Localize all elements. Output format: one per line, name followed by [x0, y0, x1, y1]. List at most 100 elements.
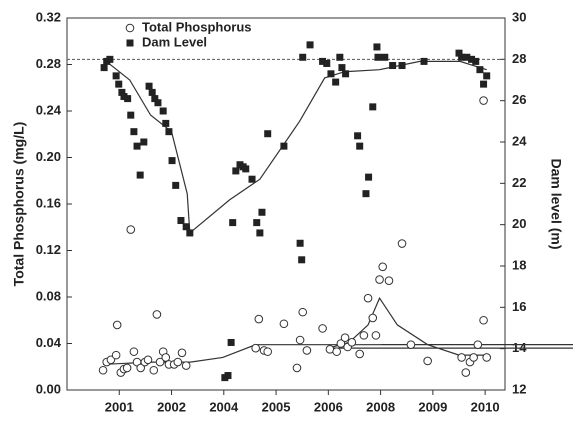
y-tick-label: 0.32	[36, 9, 61, 24]
dam-level-point	[299, 53, 307, 61]
phosphorus-point	[371, 331, 381, 340]
dam-level-point	[463, 53, 471, 61]
y2-axis-label: Dam level (m)	[548, 158, 564, 249]
dam-level-point	[258, 208, 266, 216]
dam-level-point	[483, 72, 491, 80]
dam-level-point	[224, 372, 232, 380]
phosphorus-point	[295, 335, 305, 345]
y-tick-label: 0.24	[36, 102, 62, 117]
dam-level-point	[100, 64, 108, 72]
phosphorus-point	[149, 365, 159, 375]
phosphorus-point	[111, 350, 121, 360]
dam-level-point	[130, 128, 138, 136]
dam-level-point	[248, 175, 256, 183]
dam-level-point	[369, 103, 377, 111]
phosphorus-point	[106, 355, 116, 365]
dam-level-point	[342, 70, 350, 78]
dam-level-point	[398, 62, 406, 70]
phosphorus-point	[318, 324, 327, 333]
dam-level-point	[162, 119, 170, 127]
dam-level-point	[140, 138, 148, 146]
phosphorus-point	[161, 353, 171, 362]
phosphorus-point	[461, 368, 471, 377]
phosphorus-point	[126, 225, 136, 234]
x-tick-label: 2002	[157, 399, 186, 414]
dam-level-point	[151, 95, 159, 103]
phosphorus-point	[177, 348, 187, 358]
phosphorus-point	[469, 353, 478, 362]
x-tick-label: 2004	[209, 399, 239, 414]
dam-level-point	[264, 130, 272, 138]
dam-level-point	[373, 43, 381, 51]
legend-marker	[126, 39, 134, 47]
y-tick-label: 0.00	[36, 381, 61, 396]
dam-level-point	[242, 165, 250, 173]
y-tick-label: 0.16	[36, 195, 61, 210]
dam-level-point	[256, 229, 264, 237]
legend-marker	[125, 23, 135, 33]
phosphorus-point	[384, 276, 394, 286]
phosphorus-point	[482, 353, 492, 362]
dam-level-point	[124, 95, 132, 103]
dam-level-point	[253, 219, 261, 227]
trend-line	[103, 58, 487, 235]
phosphorus-point	[423, 356, 432, 366]
phosphorus-point	[457, 353, 466, 362]
dam-level-point	[133, 142, 141, 150]
phosphorus-point	[368, 313, 378, 323]
dam-level-point	[356, 142, 364, 150]
phosphorus-point	[263, 347, 273, 356]
dam-level-point	[118, 88, 126, 96]
dam-level-point	[298, 256, 306, 264]
dam-level-point	[468, 55, 476, 63]
phosphorus-point	[479, 96, 488, 105]
dam-level-point	[127, 111, 135, 119]
y-tick-label: 0.20	[36, 149, 61, 164]
y-tick-label: 0.28	[36, 56, 61, 71]
phosphorus-point	[181, 361, 191, 370]
dam-level-point	[480, 80, 488, 88]
phosphorus-point	[98, 365, 108, 375]
dam-level-point	[145, 82, 153, 90]
phosphorus-point	[347, 338, 357, 347]
dam-level-point	[154, 99, 162, 107]
dam-level-point	[319, 57, 327, 65]
dam-level-point	[106, 55, 114, 63]
dam-level-point	[168, 157, 176, 165]
y2-tick-label: 20	[512, 216, 526, 231]
phosphorus-point	[375, 275, 384, 284]
dam-level-point	[136, 171, 144, 179]
dam-level-point	[381, 53, 389, 61]
y-tick-label: 0.04	[36, 335, 62, 350]
dam-level-point	[455, 49, 463, 57]
y2-tick-label: 28	[512, 51, 526, 66]
dam-level-point	[354, 132, 362, 140]
phosphorus-point	[136, 363, 145, 373]
phosphorus-point	[479, 315, 488, 325]
phosphorus-point	[336, 339, 346, 348]
phosphorus-point	[397, 239, 407, 248]
dam-level-point	[476, 66, 484, 74]
phosphorus-point	[143, 355, 153, 365]
dam-level-point	[296, 239, 304, 247]
phosphorus-point	[406, 340, 416, 349]
dam-level-point	[148, 88, 156, 96]
plot-frame	[66, 17, 506, 391]
phosphorus-point	[302, 346, 312, 355]
phosphorus-point	[340, 333, 350, 342]
phosphorus-point	[251, 343, 260, 353]
phosphorus-point	[152, 310, 162, 319]
dam-level-point	[229, 219, 237, 227]
phosphorus-point	[363, 293, 373, 303]
phosphorus-point	[155, 357, 165, 367]
dam-level-point	[327, 70, 335, 78]
y-tick-label: 0.08	[36, 288, 61, 303]
y-axis-label: Total Phosphorus (mg/L)	[11, 122, 27, 287]
y2-tick-label: 12	[512, 381, 526, 396]
dam-level-point	[420, 57, 428, 65]
phosphorus-point	[122, 363, 132, 373]
dam-level-point	[159, 107, 167, 115]
dam-level-point	[332, 78, 340, 86]
y-tick-label: 0.12	[36, 242, 61, 257]
